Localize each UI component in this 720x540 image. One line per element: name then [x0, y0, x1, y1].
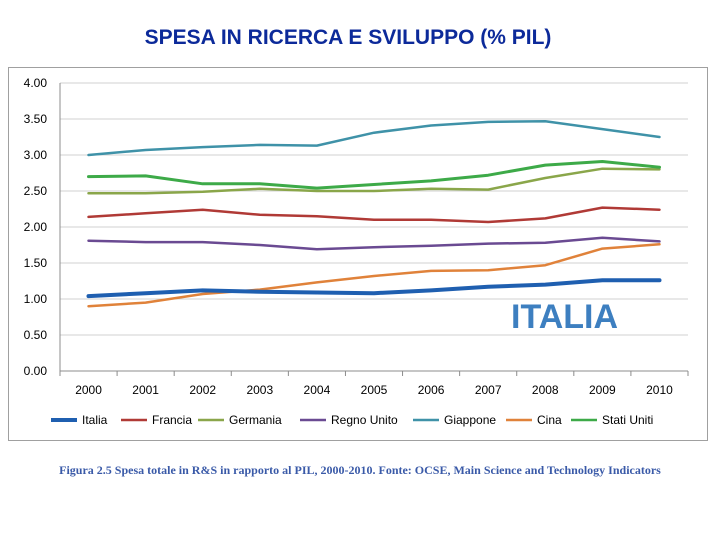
y-tick-label: 0.00: [24, 364, 48, 378]
x-tick-label: 2005: [361, 383, 388, 397]
y-tick-label: 1.00: [24, 292, 48, 306]
y-tick-label: 0.50: [24, 328, 48, 342]
series-line-stati-uniti: [87, 160, 661, 190]
series-lines: [86, 119, 662, 308]
y-tick-label: 2.00: [24, 220, 48, 234]
chart-title: SPESA IN RICERCA E SVILUPPO (% PIL): [144, 26, 552, 49]
x-tick-label: 2007: [475, 383, 502, 397]
annotation-italia: ITALIA: [511, 298, 618, 336]
legend-label: Cina: [537, 413, 562, 427]
x-tick-label: 2009: [589, 383, 616, 397]
y-tick-label: 2.50: [24, 184, 48, 198]
x-tick-label: 2006: [418, 383, 445, 397]
legend-label: Francia: [152, 413, 192, 427]
figure-caption: Figura 2.5 Spesa totale in R&S in rappor…: [59, 463, 661, 477]
legend-label: Italia: [82, 413, 108, 427]
series-line-italia: [86, 278, 662, 299]
x-tick-label: 2003: [246, 383, 273, 397]
series-line-germania: [87, 167, 661, 195]
legend-label: Stati Uniti: [602, 413, 653, 427]
x-tick-label: 2010: [646, 383, 673, 397]
legend-label: Giappone: [444, 413, 496, 427]
series-line-regno-unito: [87, 236, 661, 251]
x-tick-label: 2001: [132, 383, 159, 397]
series-line-giappone: [87, 119, 661, 157]
legend-label: Germania: [229, 413, 282, 427]
x-tick-label: 2008: [532, 383, 559, 397]
x-tick-label: 2002: [189, 383, 216, 397]
chart-frame: [8, 67, 708, 441]
x-tick-label: 2004: [304, 383, 331, 397]
series-line-francia: [87, 206, 661, 224]
series-line-cina: [87, 243, 661, 308]
y-tick-label: 1.50: [24, 256, 48, 270]
y-tick-label: 3.00: [24, 148, 48, 162]
legend: Italia Francia Germania Regno Unito Giappone…: [51, 413, 653, 427]
x-tick-label: 2000: [75, 383, 102, 397]
y-tick-label: 3.50: [24, 112, 48, 126]
axes: 0.00 0.50 1.00 1.50 2.00 2.50 3.00 3.50 4.00 2000…: [24, 76, 689, 397]
legend-label: Regno Unito: [331, 413, 398, 427]
y-tick-label: 4.00: [24, 76, 48, 90]
